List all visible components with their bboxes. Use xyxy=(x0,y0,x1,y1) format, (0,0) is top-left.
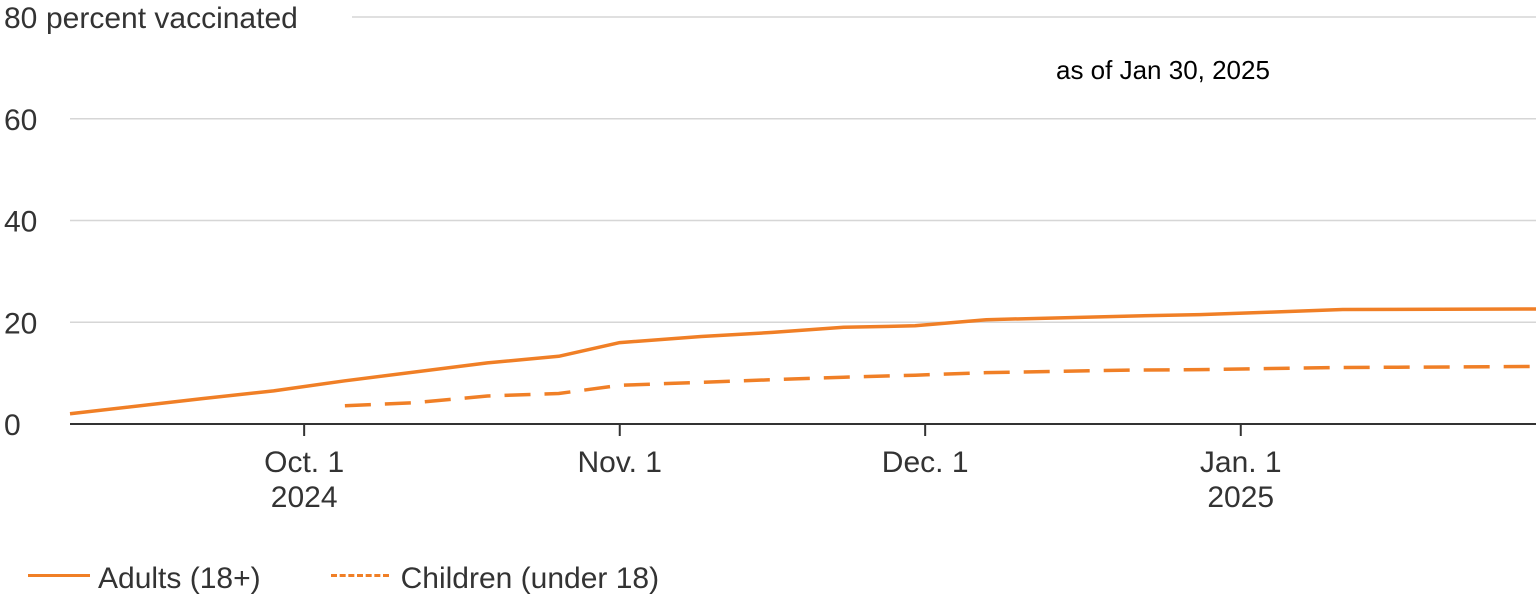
y-tick-60: 60 xyxy=(4,104,37,137)
y-tick-80: 80 xyxy=(4,2,37,35)
x-tick-year-0: 2024 xyxy=(271,481,338,514)
legend-label-adults: Adults (18+) xyxy=(98,562,261,595)
legend-label-children: Children (under 18) xyxy=(400,562,660,595)
series-line-children xyxy=(344,364,1536,408)
y-tick-20: 20 xyxy=(4,307,37,340)
series-line-adults xyxy=(69,307,1536,416)
y-tick-labels: 0 20 40 60 80 xyxy=(4,2,37,442)
x-tick-label-0: Oct. 1 xyxy=(264,446,344,479)
x-tick-label-1: Nov. 1 xyxy=(578,446,662,479)
legend-item-children: Children (under 18) xyxy=(330,562,660,596)
y-axis-unit-label: percent vaccinated xyxy=(46,2,298,35)
line-chart: 0 20 40 60 80 percent vaccinated as of Jan 3… xyxy=(4,2,1536,514)
x-tick-label-2: Dec. 1 xyxy=(882,446,969,479)
x-tick-year-3: 2025 xyxy=(1207,481,1274,514)
series-lines xyxy=(69,307,1536,416)
grid-lines xyxy=(70,16,1536,323)
legend-item-adults: Adults (18+) xyxy=(28,562,261,596)
legend-swatch-dashed xyxy=(330,573,389,577)
x-tick-label-3: Jan. 1 xyxy=(1200,446,1282,479)
y-tick-0: 0 xyxy=(4,409,21,442)
legend-swatch-solid xyxy=(28,573,90,577)
date-annotation: as of Jan 30, 2025 xyxy=(1056,55,1270,85)
y-tick-40: 40 xyxy=(4,206,37,239)
legend: Adults (18+) Children (under 18) xyxy=(28,562,729,596)
